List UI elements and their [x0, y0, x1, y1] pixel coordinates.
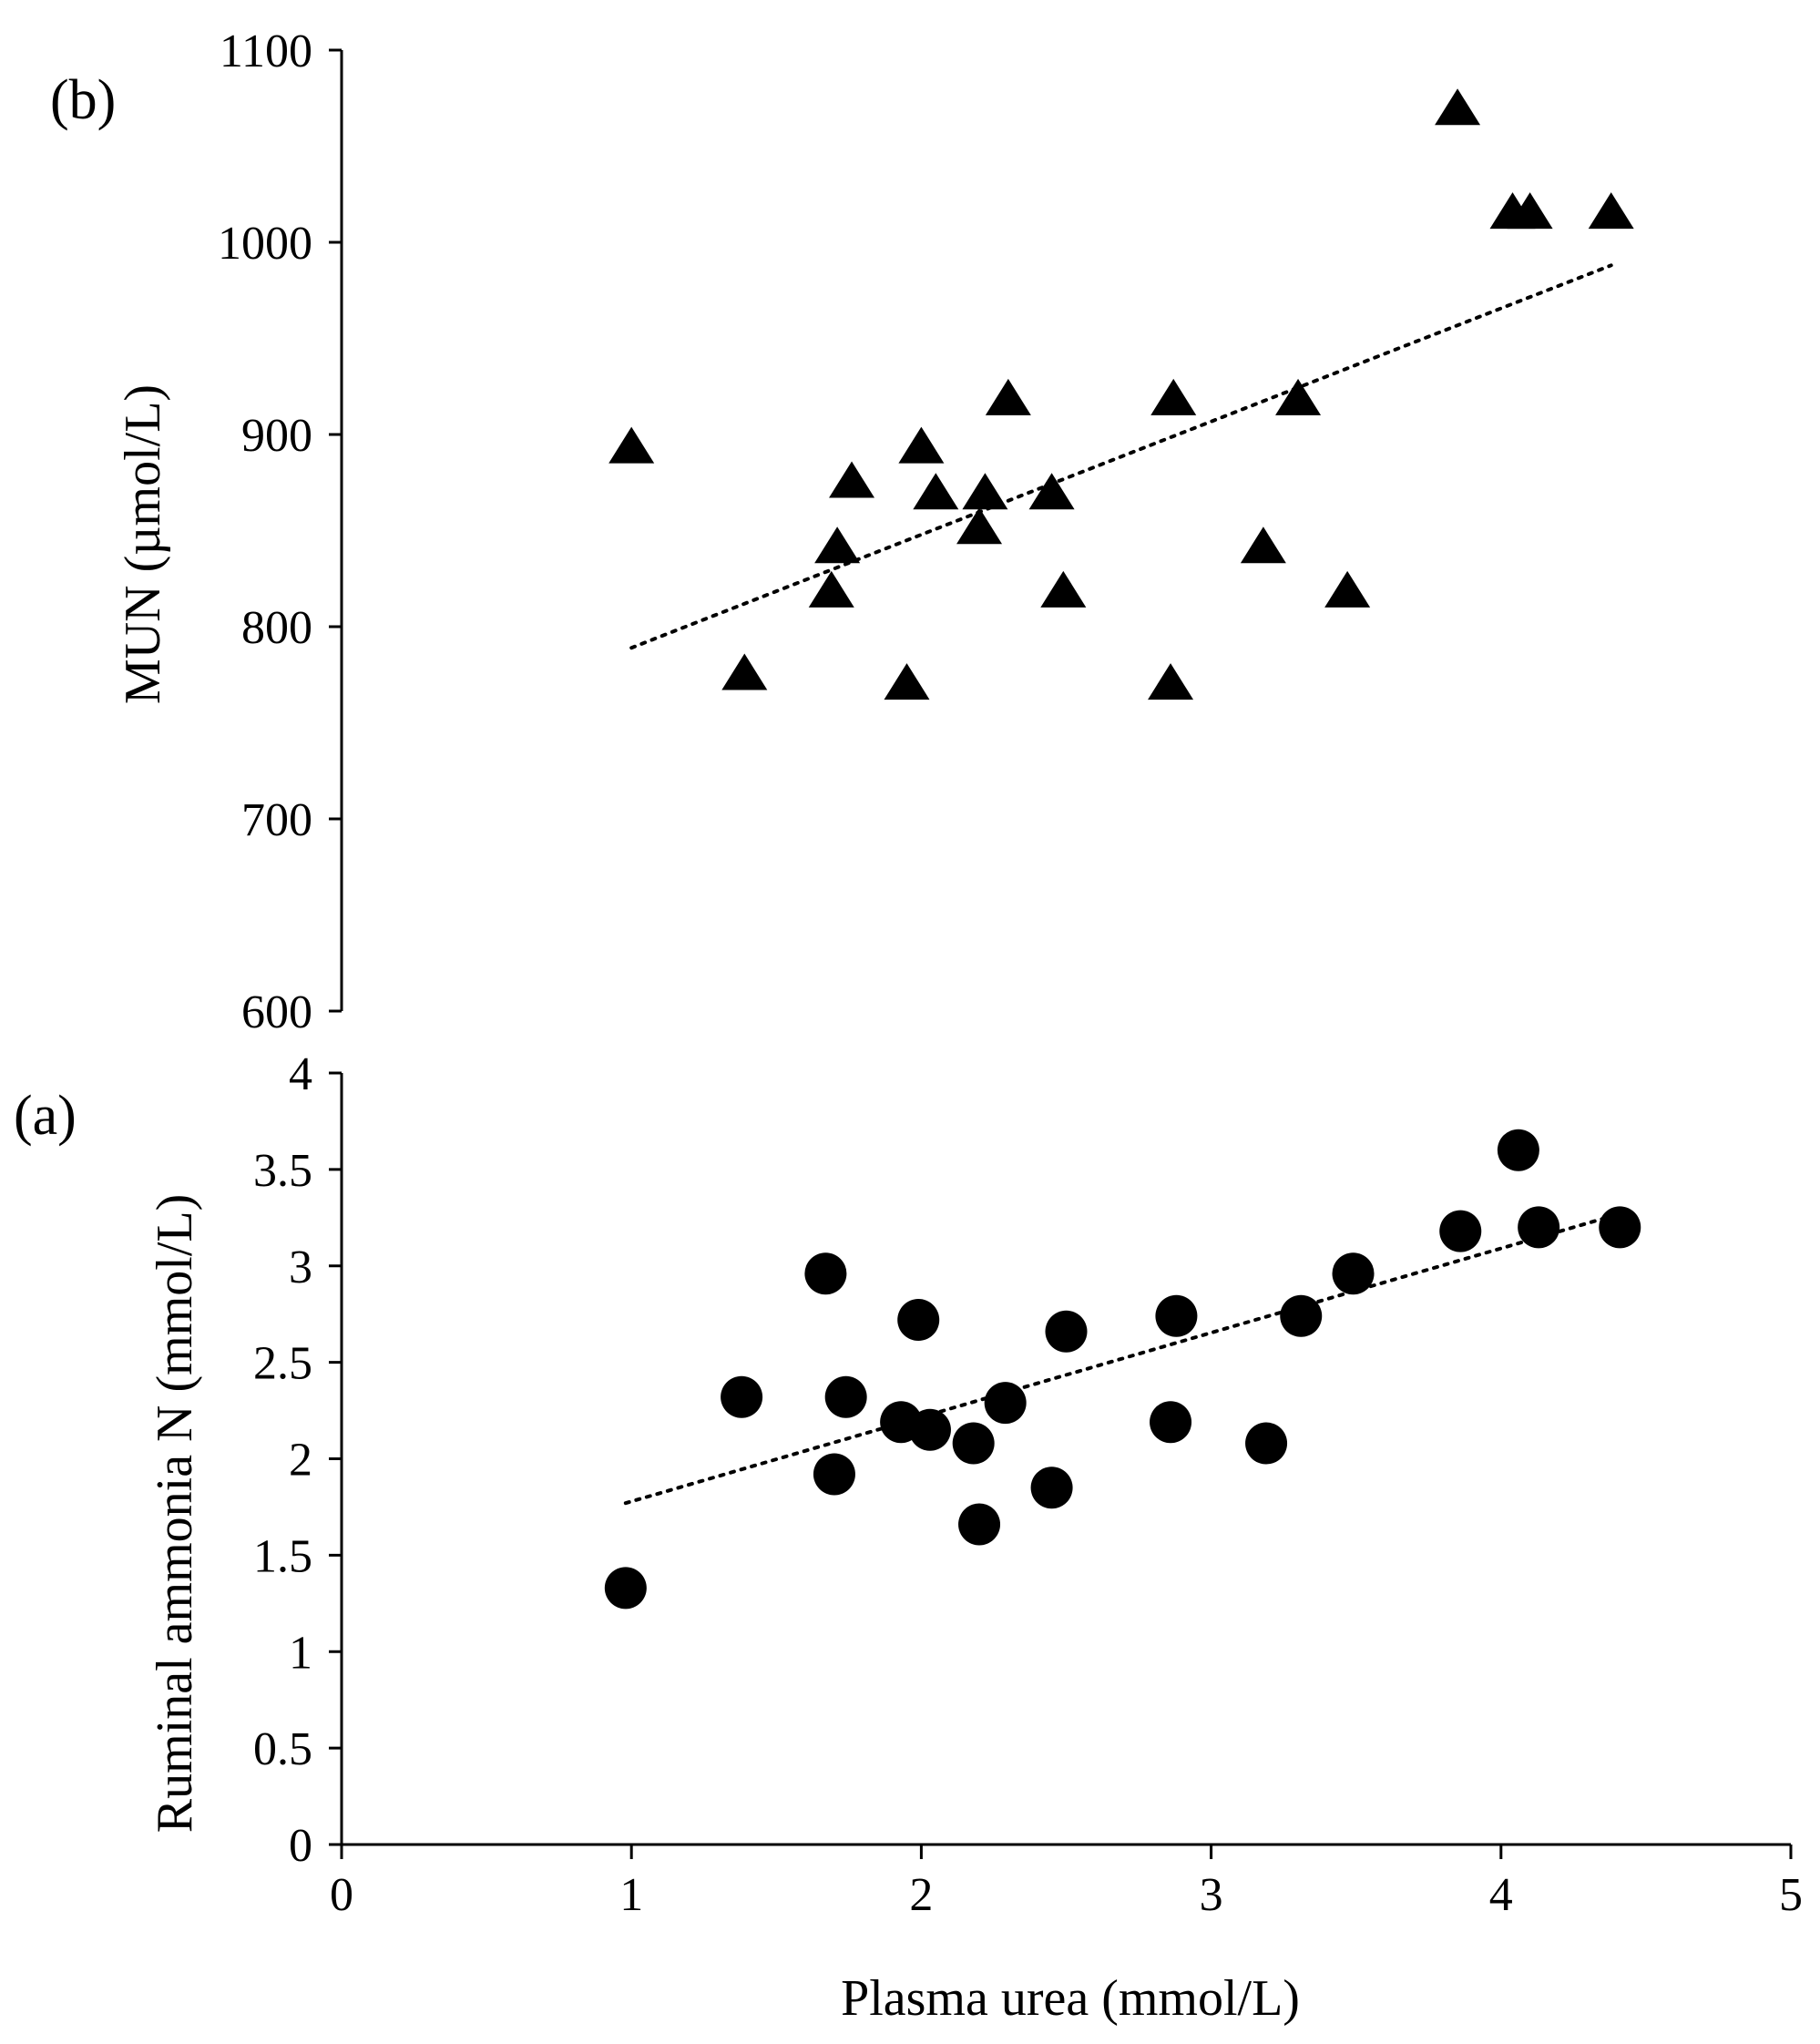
y-tick-label-a: 4: [289, 1048, 312, 1100]
data-point-triangle: [1240, 526, 1286, 564]
data-point-circle: [1030, 1467, 1073, 1509]
y-tick-label-a: 2.5: [253, 1338, 312, 1390]
data-point-triangle: [829, 461, 875, 498]
data-point-circle: [897, 1299, 940, 1342]
data-point-circle: [604, 1567, 647, 1610]
y-tick-label-a: 3: [289, 1242, 312, 1293]
data-point-triangle: [1148, 663, 1194, 700]
data-point-triangle: [1275, 378, 1322, 415]
data-point-circle: [813, 1453, 855, 1496]
data-point-triangle: [814, 526, 861, 564]
data-point-triangle: [1028, 473, 1075, 510]
data-point-circle: [1155, 1294, 1198, 1337]
panel-a: 0 0.5 1 1.5 2 2.5 3 3.5 4 0 1 2 3 4 5 Ruminal ammonia N…: [14, 1048, 1803, 2027]
data-point-circle: [1497, 1129, 1539, 1171]
data-point-circle: [1280, 1294, 1323, 1337]
data-point-triangle: [962, 473, 1008, 510]
data-point-triangle: [1150, 378, 1197, 415]
y-axis-title-b: MUN (µmol/L): [115, 384, 171, 704]
data-point-triangle: [608, 426, 655, 464]
data-point-circle: [1518, 1206, 1560, 1249]
trendline-b: [629, 263, 1613, 650]
y-tick-label-a: 3.5: [253, 1145, 312, 1197]
data-point-circle: [908, 1408, 951, 1451]
panel-label-a: (a): [14, 1085, 77, 1147]
data-point-triangle: [808, 570, 854, 608]
x-axis-title: Plasma urea (mmol/L): [841, 1970, 1300, 2027]
y-tick-label-b: 1100: [220, 26, 312, 77]
data-point-triangle: [1040, 570, 1087, 608]
panel-b: 600 700 800 900 1000 1100 MUN (µmol/L) (b): [50, 26, 1634, 1038]
data-point-triangle: [985, 378, 1031, 415]
x-tick-label: 4: [1489, 1869, 1513, 1921]
y-tick-label-b: 700: [241, 794, 312, 846]
data-point-triangle: [884, 663, 930, 700]
data-point-circle: [804, 1252, 847, 1295]
data-point-triangle: [721, 653, 768, 690]
y-tick-label-a: 1: [289, 1627, 312, 1679]
y-tick-label-a: 2: [289, 1435, 312, 1487]
data-point-circle: [824, 1375, 867, 1418]
x-tick-label: 1: [619, 1869, 643, 1921]
x-tick-label: 3: [1200, 1869, 1223, 1921]
data-point-triangle: [1435, 88, 1481, 126]
panel-label-b: (b): [50, 69, 116, 131]
data-point-triangle: [1588, 192, 1634, 230]
data-point-triangle: [1324, 570, 1371, 608]
data-point-circle: [958, 1503, 1001, 1546]
y-tick-label-a: 1.5: [253, 1530, 312, 1582]
y-tick-label-b: 600: [241, 986, 312, 1038]
y-axis-title-a: Ruminal ammonia N (mmol/L): [147, 1194, 203, 1833]
x-tick-label: 0: [330, 1869, 353, 1921]
data-point-circle: [721, 1375, 763, 1418]
data-point-circle: [984, 1382, 1027, 1425]
x-tick-label: 2: [909, 1869, 933, 1921]
data-point-circle: [1150, 1401, 1192, 1444]
y-tick-label-a: 0.5: [253, 1723, 312, 1775]
y-tick-label-b: 1000: [218, 218, 312, 270]
data-point-circle: [1245, 1422, 1288, 1465]
data-point-circle: [1599, 1206, 1641, 1249]
y-tick-label-b: 900: [241, 410, 312, 462]
trendline-a: [623, 1211, 1622, 1506]
data-point-triangle: [956, 507, 1003, 545]
data-point-circle: [1332, 1252, 1375, 1295]
y-tick-label-b: 800: [241, 602, 312, 654]
data-point-triangle: [1507, 192, 1553, 230]
y-tick-label-a: 0: [289, 1820, 312, 1872]
data-point-circle: [952, 1422, 995, 1465]
data-point-triangle: [898, 426, 945, 464]
data-point-circle: [1439, 1210, 1482, 1252]
data-point-triangle: [913, 473, 959, 510]
data-point-circle: [1045, 1310, 1088, 1353]
x-tick-label: 5: [1779, 1869, 1803, 1921]
